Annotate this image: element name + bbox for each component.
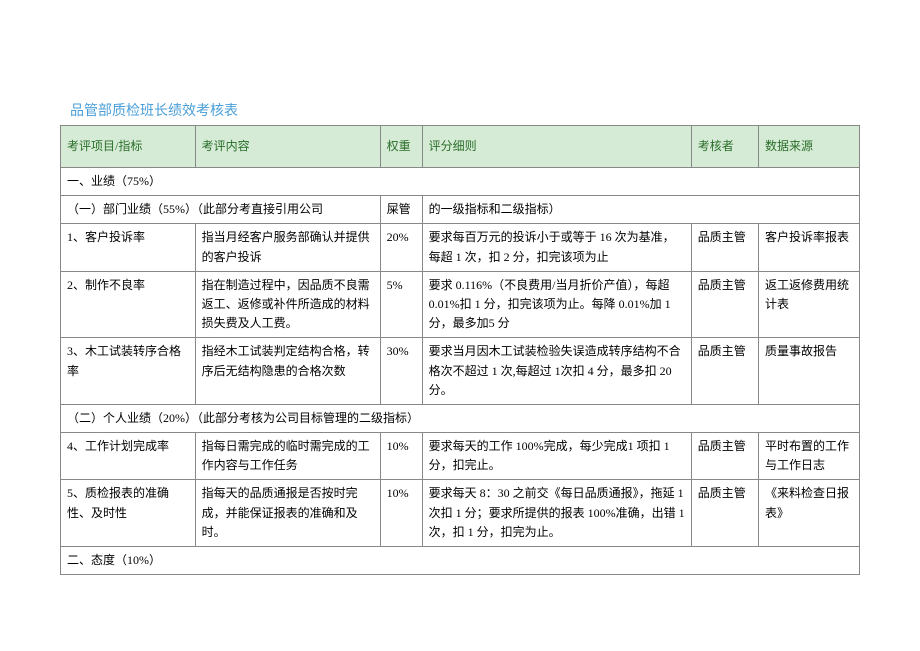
header-reviewer: 考核者	[691, 126, 758, 168]
header-rule: 评分细则	[422, 126, 691, 168]
row4-item: 4、工作计划完成率	[61, 433, 196, 480]
row2-weight: 5%	[380, 271, 422, 338]
row5-reviewer: 品质主管	[691, 480, 758, 547]
row3-reviewer: 品质主管	[691, 338, 758, 405]
table-row: 3、木工试装转序合格率 指经木工试装判定结构合格，转序后无结构隐患的合格次数 3…	[61, 338, 860, 405]
row3-item: 3、木工试装转序合格率	[61, 338, 196, 405]
row5-content: 指每天的品质通报是否按时完成，并能保证报表的准确和及时。	[195, 480, 380, 547]
row4-reviewer: 品质主管	[691, 433, 758, 480]
section1-label: 一、业绩（75%）	[61, 168, 860, 196]
row2-source: 返工返修费用统计表	[759, 271, 860, 338]
table-title: 品管部质检班长绩效考核表	[70, 100, 860, 120]
row4-content: 指每日需完成的临时需完成的工作内容与工作任务	[195, 433, 380, 480]
row2-reviewer: 品质主管	[691, 271, 758, 338]
subsection1-part2: 屎管	[380, 196, 422, 224]
subsection-row: （二）个人业绩（20%）（此部分考核为公司目标管理的二级指标）	[61, 404, 860, 432]
row1-rule: 要求每百万元的投诉小于或等于 16 次为基准，每超 1 次，扣 2 分，扣完该项…	[422, 224, 691, 271]
section2-label: 二、态度（10%）	[61, 547, 860, 575]
row2-content: 指在制造过程中，因品质不良需返工、返修或补件所造成的材料损失费及人工费。	[195, 271, 380, 338]
subsection1-part1: （一）部门业绩（55%）（此部分考直接引用公司	[61, 196, 381, 224]
row2-rule: 要求 0.116%（不良费用/当月折价产值），每超 0.01%扣 1 分，扣完该…	[422, 271, 691, 338]
row4-source: 平时布置的工作与工作日志	[759, 433, 860, 480]
row5-item: 5、质检报表的准确性、及时性	[61, 480, 196, 547]
header-item: 考评项目/指标	[61, 126, 196, 168]
row3-rule: 要求当月因木工试装检验失误造成转序结构不合格次不超过 1 次,每超过 1次扣 4…	[422, 338, 691, 405]
subsection-row: （一）部门业绩（55%）（此部分考直接引用公司 屎管 的一级指标和二级指标）	[61, 196, 860, 224]
row2-item: 2、制作不良率	[61, 271, 196, 338]
row3-content: 指经木工试装判定结构合格，转序后无结构隐患的合格次数	[195, 338, 380, 405]
header-source: 数据来源	[759, 126, 860, 168]
row1-item: 1、客户投诉率	[61, 224, 196, 271]
row5-source: 《来料检查日报表》	[759, 480, 860, 547]
row1-reviewer: 品质主管	[691, 224, 758, 271]
row1-content: 指当月经客户服务部确认并提供的客户投诉	[195, 224, 380, 271]
header-content: 考评内容	[195, 126, 380, 168]
row4-weight: 10%	[380, 433, 422, 480]
subsection1-part3: 的一级指标和二级指标）	[422, 196, 859, 224]
section-row: 二、态度（10%）	[61, 547, 860, 575]
row1-weight: 20%	[380, 224, 422, 271]
table-row: 4、工作计划完成率 指每日需完成的临时需完成的工作内容与工作任务 10% 要求每…	[61, 433, 860, 480]
row5-weight: 10%	[380, 480, 422, 547]
table-header-row: 考评项目/指标 考评内容 权重 评分细则 考核者 数据来源	[61, 126, 860, 168]
assessment-table: 考评项目/指标 考评内容 权重 评分细则 考核者 数据来源 一、业绩（75%） …	[60, 125, 860, 575]
row5-rule: 要求每天 8：30 之前交《每日品质通报》，拖延 1 次扣 1 分；要求所提供的…	[422, 480, 691, 547]
row4-rule: 要求每天的工作 100%完成，每少完成1 项扣 1 分，扣完止。	[422, 433, 691, 480]
table-row: 2、制作不良率 指在制造过程中，因品质不良需返工、返修或补件所造成的材料损失费及…	[61, 271, 860, 338]
table-row: 5、质检报表的准确性、及时性 指每天的品质通报是否按时完成，并能保证报表的准确和…	[61, 480, 860, 547]
header-weight: 权重	[380, 126, 422, 168]
row3-source: 质量事故报告	[759, 338, 860, 405]
row3-weight: 30%	[380, 338, 422, 405]
section-row: 一、业绩（75%）	[61, 168, 860, 196]
row1-source: 客户投诉率报表	[759, 224, 860, 271]
subsection2-label: （二）个人业绩（20%）（此部分考核为公司目标管理的二级指标）	[61, 404, 860, 432]
table-row: 1、客户投诉率 指当月经客户服务部确认并提供的客户投诉 20% 要求每百万元的投…	[61, 224, 860, 271]
